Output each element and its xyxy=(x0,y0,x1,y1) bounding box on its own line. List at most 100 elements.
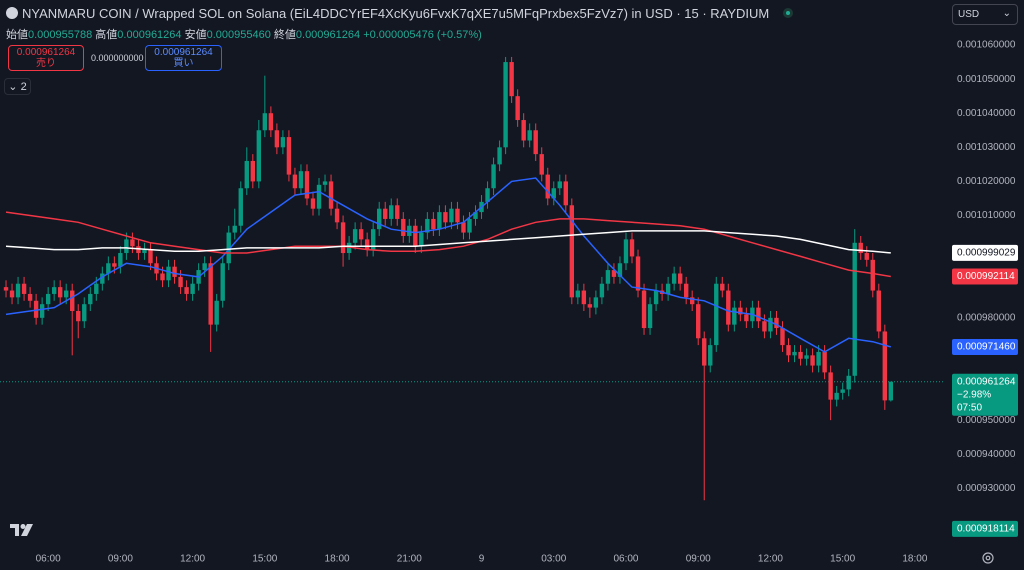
ohlc-value: 0.000961264 xyxy=(117,29,182,41)
candle-body xyxy=(142,249,147,254)
price-tag-countdown: 07:50 xyxy=(957,402,982,413)
candle-body xyxy=(461,222,466,233)
candle-body xyxy=(328,181,334,209)
x-tick-label: 18:00 xyxy=(902,554,927,565)
candle-body xyxy=(256,130,262,182)
buy-price: 0.000961264 xyxy=(154,47,213,58)
symbol-header: NYANMARU COIN / Wrapped SOL on Solana (E… xyxy=(6,6,793,21)
x-tick-label: 18:00 xyxy=(325,554,350,565)
currency-select[interactable]: USD ⌄ xyxy=(952,4,1018,25)
candle-body xyxy=(88,293,93,305)
ohlc-value: 0.000955460 xyxy=(206,29,271,41)
candle-body xyxy=(870,259,875,291)
sell-label: 売り xyxy=(36,58,56,69)
candle-body xyxy=(720,283,725,291)
candle-body xyxy=(587,304,593,308)
candle-body xyxy=(581,290,587,305)
symbol-icon xyxy=(6,7,18,19)
axes: 0.001060000 0.001050000 0.001040000 0.00103… xyxy=(36,40,1018,565)
candle-body xyxy=(370,229,376,250)
candle-body xyxy=(677,273,683,284)
candle-body xyxy=(617,263,623,277)
candle-body xyxy=(455,208,460,223)
candle-body xyxy=(738,307,743,315)
candle-body xyxy=(322,181,328,185)
candle-body xyxy=(238,188,243,226)
candle-body xyxy=(671,273,677,284)
candle-body xyxy=(220,263,225,301)
y-tick-label: 0.001050000 xyxy=(957,74,1016,85)
y-tick-label: 0.000980000 xyxy=(957,312,1016,323)
candle-body xyxy=(51,287,57,294)
x-tick-label: 09:00 xyxy=(686,554,711,565)
candle-body xyxy=(882,331,888,401)
indicator-count: 2 xyxy=(20,81,27,93)
candle-body xyxy=(665,283,671,294)
candle-body xyxy=(708,345,713,366)
buy-button[interactable]: 0.000961264 買い xyxy=(145,45,222,71)
candle-body xyxy=(473,212,478,219)
candle-body xyxy=(316,184,322,209)
candle-body xyxy=(726,290,731,325)
candle-body xyxy=(262,113,268,131)
candle-body xyxy=(635,256,641,291)
candle-body xyxy=(744,314,749,322)
ohlc-label: 終値 xyxy=(273,29,296,41)
indicator-toggle[interactable]: ⌄ 2 xyxy=(4,78,31,95)
candle-body xyxy=(641,290,647,329)
candle-body xyxy=(33,300,39,318)
candle-body xyxy=(876,290,881,332)
symbol-title: NYANMARU COIN / Wrapped SOL on Solana (E… xyxy=(22,6,770,21)
candle-body xyxy=(280,137,286,148)
price-tag xyxy=(952,373,1018,416)
candle-body xyxy=(888,381,894,401)
candle-body xyxy=(431,218,436,230)
candle-body xyxy=(112,263,117,267)
candle-body xyxy=(166,266,171,281)
price-tag-label: 0.000918114 xyxy=(957,523,1015,534)
candle-body xyxy=(515,96,520,121)
price-tag xyxy=(952,338,1018,355)
price-tag-label: 0.000971460 xyxy=(957,342,1016,353)
candle-body xyxy=(539,154,544,175)
candle-body xyxy=(334,208,340,223)
x-tick-label: 12:00 xyxy=(758,554,783,565)
candle-body xyxy=(250,160,256,182)
sell-button[interactable]: 0.000961264 売り xyxy=(8,45,84,71)
candle-body xyxy=(533,130,538,155)
x-tick-label: 03:00 xyxy=(541,554,566,565)
candle-body xyxy=(593,297,599,308)
candle-body xyxy=(521,120,526,141)
ohlc-change: +0.000005476 (+0.57%) xyxy=(363,29,482,41)
candle-body xyxy=(39,304,45,318)
candle-body xyxy=(575,290,581,298)
candle-body xyxy=(828,372,833,400)
ohlc-label: 高値 xyxy=(95,29,118,41)
plot-area xyxy=(0,56,945,501)
y-tick-label: 0.001030000 xyxy=(957,142,1016,153)
candle-body xyxy=(816,351,821,366)
candle-body xyxy=(178,276,183,288)
price-tag-label: 0.000992114 xyxy=(957,271,1015,282)
candle-body xyxy=(383,208,388,219)
candle-body xyxy=(846,375,851,390)
candle-body xyxy=(798,351,803,359)
y-tick-label: 0.000940000 xyxy=(957,449,1016,460)
candle-body xyxy=(762,321,767,332)
settings-icon[interactable] xyxy=(982,552,994,564)
candle-body xyxy=(395,205,400,219)
candle-body xyxy=(214,300,219,325)
candle-body xyxy=(377,208,382,230)
candle-body xyxy=(702,338,707,366)
candle-body xyxy=(364,239,370,250)
candle-body xyxy=(136,246,141,254)
candle-body xyxy=(419,232,424,247)
candle-body xyxy=(732,307,737,325)
candle-body xyxy=(611,270,617,277)
candle-body xyxy=(774,317,779,329)
candle-body xyxy=(124,239,129,254)
candle-body xyxy=(437,212,442,230)
candle-body xyxy=(714,283,719,346)
candle-body xyxy=(858,242,863,254)
